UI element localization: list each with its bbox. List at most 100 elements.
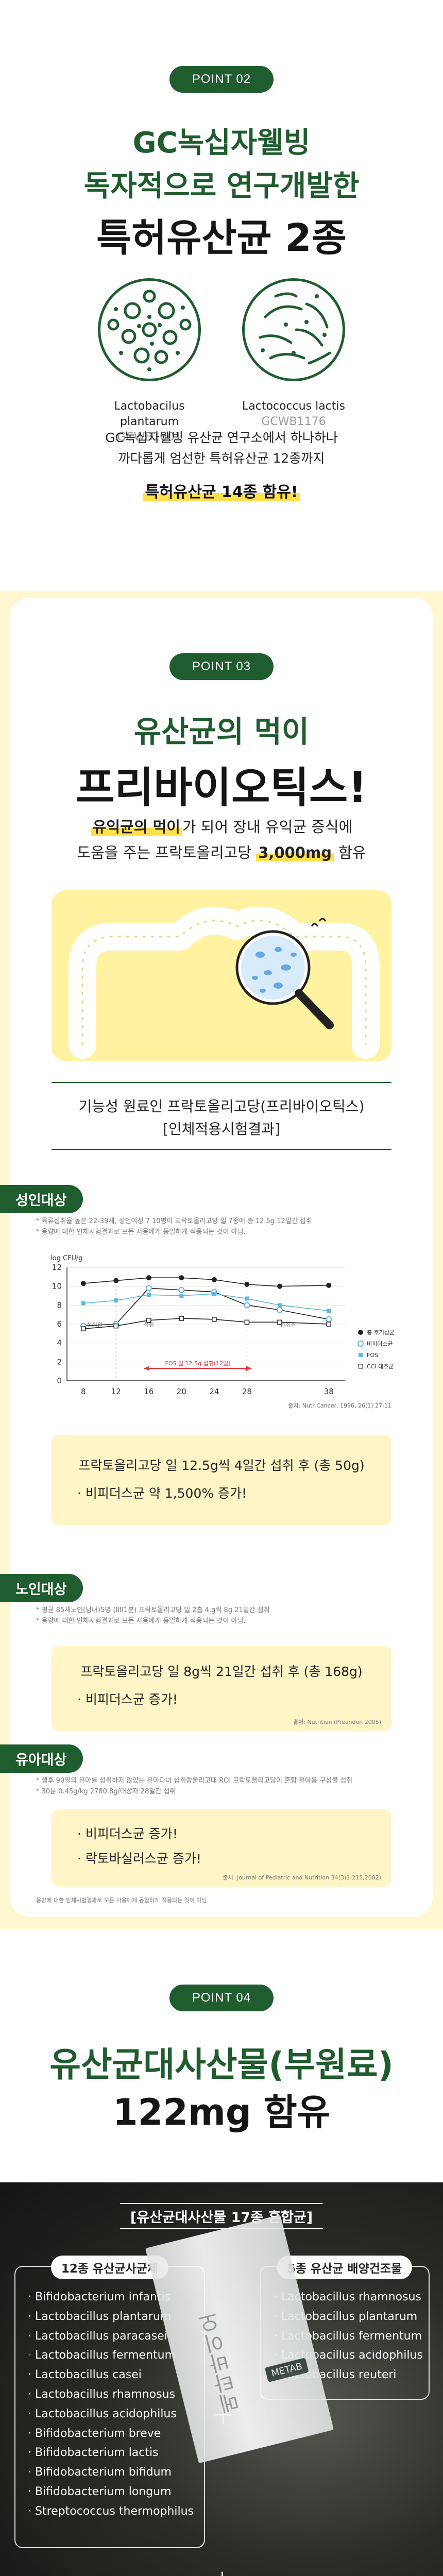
data-point bbox=[276, 1307, 283, 1313]
note-line: * 육류섭취율 높은 22-39세, 성인여성 7 10명이 프락토올리고당 일… bbox=[36, 1217, 312, 1225]
data-point bbox=[114, 1298, 118, 1303]
infant-result-bullet: · 락토바실러스균 증가! bbox=[77, 1851, 201, 1866]
desc-line: 까다롭게 엄선한 특허유산균 12종까지 bbox=[118, 451, 325, 466]
note-line: * 30분 0.45g/kg 2780.8g/대상자 28일간 섭취 bbox=[36, 1788, 176, 1795]
strain-name: Lactococcus lactis bbox=[242, 400, 345, 413]
data-point bbox=[146, 1293, 151, 1297]
data-point bbox=[326, 1316, 332, 1323]
legend-marker bbox=[358, 1330, 363, 1335]
sub-text: 도움을 주는 프락토올리고당 bbox=[77, 844, 257, 861]
y-tick-label: 10 bbox=[52, 1282, 62, 1291]
dead-cell-item: · Bifidobacterium bifidum bbox=[28, 2466, 172, 2479]
result-title: 기능성 원료인 프락토올리고당(프리바이오틱스) [인체적용시험결과] bbox=[10, 1095, 433, 1141]
point02-section: POINT 02 GC녹십자웰빙 독자적으로 연구개발한 특허유산균 2종 bbox=[0, 0, 443, 591]
bacteria-round-icon bbox=[98, 278, 201, 381]
point03-badge: POINT 03 bbox=[169, 653, 274, 680]
pack-text: 메타바이오 bbox=[197, 2309, 245, 2415]
dead-cell-item: · Lactobacillus fermentum bbox=[28, 2349, 176, 2362]
desc-line: GC녹십자웰빙 유산균 연구소에서 하나하나 bbox=[105, 430, 338, 445]
bacteria-rod-icon bbox=[242, 278, 345, 381]
strain-code: GCWB1176 bbox=[261, 415, 326, 428]
strain-plantarum: Lactobacilus plantarum GCWB1001 bbox=[98, 278, 201, 445]
x-tick-label: 24 bbox=[209, 1387, 219, 1396]
series-line bbox=[83, 1287, 329, 1327]
data-point bbox=[146, 1317, 151, 1323]
x-tick-label: 38 bbox=[324, 1387, 334, 1396]
point02-contain: 특허유산균 14종 함유! bbox=[0, 479, 443, 502]
senior-tag: 노인대상 bbox=[0, 1574, 83, 1602]
data-point bbox=[179, 1294, 184, 1298]
note-line: * 용량에 대한 인체시험결과로 모든 사용에게 동일하게 적용되는 것이 아님… bbox=[36, 1228, 246, 1236]
data-point bbox=[179, 1316, 184, 1321]
point02-title-line1: GC녹십자웰빙 bbox=[132, 126, 311, 160]
point04-section: POINT 04 유산균대사산물(부원료) 122mg 함유 bbox=[0, 1929, 443, 2182]
sub-text: 함유 bbox=[333, 844, 366, 861]
adult-tag: 성인대상 bbox=[0, 1185, 83, 1213]
divider bbox=[52, 1149, 391, 1150]
series-line bbox=[83, 1293, 329, 1312]
adult-result-text: 프락토올리고당 일 12.5g씩 4일간 섭취 후 (총 50g) bbox=[78, 1458, 365, 1473]
data-point bbox=[326, 1321, 331, 1327]
point03-section: POINT 03 유산균의 먹이 프리바이오틱스! 유익균의 먹이 가 되어 장내… bbox=[0, 598, 433, 1917]
x-tick-label: 16 bbox=[144, 1387, 154, 1396]
point04-title-line2: 122mg 함유 bbox=[112, 2091, 331, 2133]
data-point bbox=[80, 1281, 86, 1286]
data-point bbox=[277, 1283, 282, 1289]
intestine-magnifier-illustration bbox=[52, 890, 391, 1061]
senior-result-bullet: · 비피더스균 증가! bbox=[77, 1692, 178, 1707]
dead-cell-item: · Lactobacillus plantarum bbox=[28, 2310, 172, 2323]
dead-cell-item: · Bifidobacterium longum bbox=[28, 2485, 172, 2498]
legend-label: 총 호기성균 bbox=[367, 1329, 395, 1336]
legend-label: 비피더스균 bbox=[367, 1341, 393, 1347]
data-point bbox=[81, 1301, 86, 1306]
fos-arrow: FOS 일 12.5g 섭취(12일) bbox=[144, 1360, 251, 1371]
adult-result-bullet: · 비피더스균 약 1,500% 증가! bbox=[77, 1486, 247, 1501]
point03-title-line1: 유산균의 먹이 bbox=[133, 714, 310, 749]
data-point bbox=[327, 1309, 331, 1313]
divider bbox=[52, 1082, 391, 1083]
infant-source: 출처: Journal of Pediatric and Nutrition 3… bbox=[223, 1874, 381, 1881]
contain-text: 특허유산균 14종 함유! bbox=[143, 483, 300, 501]
data-point bbox=[146, 1275, 151, 1281]
infant-result-box: · 비피더스균 증가! · 락토바실러스균 증가! 출처: Journal of… bbox=[52, 1809, 391, 1887]
y-tick-label: 6 bbox=[57, 1319, 62, 1329]
y-tick-label: 8 bbox=[57, 1300, 62, 1310]
senior-notes: * 평균 85세노인(남녀)5명 (IIII1분) 프락토올리고당 일 2흡 4… bbox=[36, 1605, 397, 1626]
data-point bbox=[277, 1303, 282, 1308]
data-point bbox=[178, 1287, 185, 1293]
x-tick-label: 28 bbox=[242, 1387, 252, 1396]
data-point bbox=[245, 1296, 249, 1301]
chart-source: 출처: Nutr Cancer, 1996, 26(1) 27-11 bbox=[288, 1402, 391, 1409]
mix-header: [유산균대사산물 17종 혼합균] bbox=[120, 2203, 323, 2229]
culture-list-title: 5종 유산균 배양건조물 bbox=[277, 2256, 413, 2279]
strain-name: Lactobacilus plantarum bbox=[114, 400, 185, 428]
point02-badge: POINT 02 bbox=[169, 66, 274, 93]
data-point bbox=[81, 1326, 86, 1331]
fos-label: FOS 일 12.5g 섭취(12일) bbox=[165, 1360, 231, 1367]
infant-notes: * 생후 90일의 유아를 섭취하지 않았는 유아다녀 섭취량올리고대 ROI … bbox=[36, 1775, 397, 1797]
sub-emphasis: 3,000mg bbox=[256, 844, 334, 861]
dead-cell-item: · Lactobacillus acidophilus bbox=[28, 2407, 177, 2420]
data-point bbox=[326, 1282, 332, 1288]
y-tick-label: 4 bbox=[57, 1338, 62, 1348]
legend-marker bbox=[358, 1364, 363, 1369]
point03-title-line2: 프리바이오틱스! bbox=[76, 764, 367, 812]
dead-cell-list: 12종 유산균사균체 · Bifidobacterium infantis · L… bbox=[14, 2256, 205, 2548]
legend-label: FOS bbox=[367, 1352, 378, 1359]
phase-label: 섭취전 bbox=[87, 1321, 102, 1328]
strain-lactis: Lactococcus lactis GCWB1176 bbox=[242, 278, 345, 430]
point02-title-line2: 독자적으로 연구개발한 bbox=[83, 170, 360, 203]
adult-line-chart: log CFU/g 0 2 4 6 8 10 12 8 12 16 20 24 28 38 섭취전 섭취 섭… bbox=[36, 1252, 407, 1412]
data-point bbox=[145, 1285, 152, 1292]
senior-result-text: 프락토올리고당 일 8g씩 21일간 섭취 후 (총 168g) bbox=[80, 1664, 363, 1679]
data-point bbox=[179, 1275, 184, 1281]
sub-emphasis: 유익균의 먹이 bbox=[90, 818, 182, 836]
y-tick-label: 0 bbox=[57, 1376, 62, 1385]
note-line: * 평균 85세노인(남녀)5명 (IIII1분) 프락토올리고당 일 2흡 4… bbox=[36, 1606, 270, 1614]
legend-marker bbox=[357, 1341, 364, 1347]
series-line bbox=[83, 1318, 329, 1329]
senior-result-box: 프락토올리고당 일 8g씩 21일간 섭취 후 (총 168g) · 비피더스균… bbox=[52, 1646, 391, 1731]
senior-source: 출처: Nutrition (Preandon 2005) bbox=[293, 1719, 381, 1725]
